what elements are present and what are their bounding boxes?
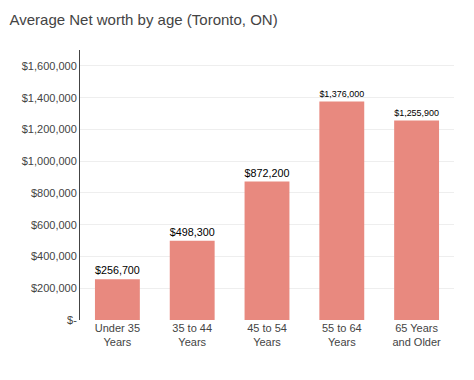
svg-text:35 to 44Years: 35 to 44Years [172,322,212,348]
svg-text:55 to 64Years: 55 to 64Years [322,322,362,348]
svg-text:$1,000,000: $1,000,000 [22,155,77,167]
svg-text:$498,300: $498,300 [170,226,215,238]
svg-text:$800,000: $800,000 [31,187,77,199]
svg-text:45 to 54Years: 45 to 54Years [247,322,287,348]
svg-text:$400,000: $400,000 [31,250,77,262]
svg-text:Under 35Years: Under 35Years [95,322,140,348]
svg-text:$1,600,000: $1,600,000 [22,60,77,72]
svg-text:$1,255,900: $1,255,900 [394,108,439,118]
svg-text:$-: $- [67,314,77,326]
svg-text:$600,000: $600,000 [31,219,77,231]
svg-text:65 Yearsand Older: 65 Yearsand Older [392,322,441,348]
svg-text:$872,200: $872,200 [245,167,290,179]
svg-text:$1,400,000: $1,400,000 [22,92,77,104]
svg-text:Average Net worth by age (Toro: Average Net worth by age (Toronto, ON) [9,11,277,28]
svg-text:$1,376,000: $1,376,000 [319,89,364,99]
svg-text:$200,000: $200,000 [31,282,77,294]
svg-text:$1,200,000: $1,200,000 [22,123,77,135]
svg-text:$256,700: $256,700 [95,264,140,276]
